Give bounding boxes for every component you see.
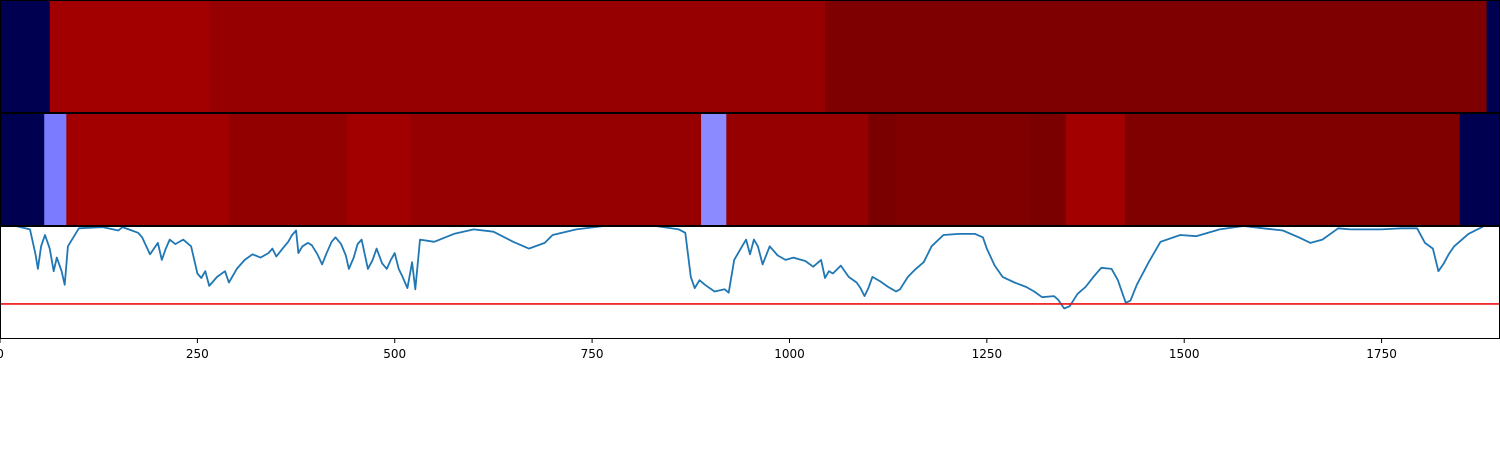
x-tick-label-750: 750 [581,347,604,361]
heatmap-2-segment-5 [410,113,702,226]
heatmap-1-segment-4 [1486,0,1500,113]
heatmap-1-segment-3 [825,0,1488,113]
heatmap-2-segment-3 [228,113,348,226]
line-plot-area [0,226,1500,339]
heatmap-2-segment-4 [347,113,412,226]
heatmap-2-segment-11 [1065,113,1126,226]
plot-background [0,226,1500,339]
heatmap-2-segment-7 [726,113,869,226]
heatmap-2-segment-2 [66,113,230,226]
heatmap-2-segment-8 [868,113,897,226]
heatmap-strip-2 [0,113,1500,226]
heatmap-strip-1 [0,0,1500,113]
x-tick-label-500: 500 [383,347,406,361]
x-tick-label-1500: 1500 [1169,347,1200,361]
heatmap-1-segment-1 [49,0,210,113]
series-line-0 [0,226,1500,310]
heatmap-1-segment-2 [209,0,826,113]
x-tick-label-1000: 1000 [774,347,805,361]
heatmap-2-segment-9 [896,113,1031,226]
heatmap-2-segment-1 [44,113,67,226]
x-tick-label-1750: 1750 [1366,347,1397,361]
x-tick-label-1250: 1250 [972,347,1003,361]
heatmap-2-segment-10 [1030,113,1067,226]
x-axis: 0 250 500 750 1000 1250 1500 1750 [0,339,1397,361]
heatmap-2-segment-12 [1125,113,1461,226]
heatmap-2-segment-6 [701,113,727,226]
x-tick-label-250: 250 [186,347,209,361]
x-tick-label-0: 0 [0,347,4,361]
heatmap-2-segment-13 [1459,113,1500,226]
heatmap-2-segment-0 [0,113,45,226]
heatmap-1-segment-0 [0,0,51,113]
